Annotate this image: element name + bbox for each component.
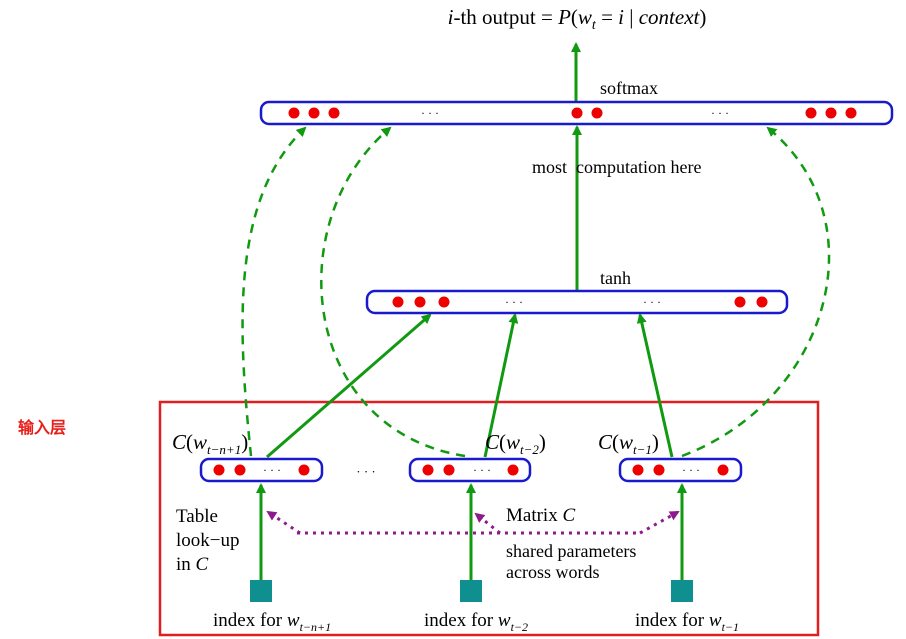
dashed-arc-left-inner xyxy=(320,126,466,458)
tanh-unit xyxy=(392,296,404,308)
index-square-1 xyxy=(250,580,272,602)
embedding-unit xyxy=(234,464,246,476)
softmax-unit xyxy=(308,107,320,119)
tanh-ellipsis-left: · · · xyxy=(505,295,523,309)
dashed-arc-left-outer xyxy=(241,126,307,457)
softmax-unit xyxy=(571,107,583,119)
embedding-unit xyxy=(298,464,310,476)
embedding-box-2 xyxy=(408,457,532,483)
embedding-1-ellipsis: · · · xyxy=(263,463,281,477)
tanh-layer-box xyxy=(365,289,789,315)
shared-params-arrow-middle xyxy=(474,512,501,535)
embedding-unit xyxy=(507,464,519,476)
arrow-emb1-to-hidden xyxy=(266,313,432,459)
embedding-3-ellipsis: · · · xyxy=(682,463,700,477)
softmax-unit xyxy=(288,107,300,119)
index-label-1: index for wt−n+1 xyxy=(213,610,331,634)
index-square-2 xyxy=(460,580,482,602)
index-label-3: index for wt−1 xyxy=(635,610,739,634)
tanh-unit xyxy=(734,296,746,308)
most-computation-label-bg xyxy=(530,156,735,178)
embedding-box-1 xyxy=(199,457,324,483)
matrix-c-label: Matrix C xyxy=(506,505,575,526)
softmax-unit xyxy=(845,107,857,119)
softmax-unit xyxy=(328,107,340,119)
tanh-unit xyxy=(756,296,768,308)
embedding-unit xyxy=(213,464,225,476)
embedding-unit xyxy=(422,464,434,476)
index-square-3 xyxy=(671,580,693,602)
embedding-box-3 xyxy=(618,457,743,483)
embedding-unit xyxy=(632,464,644,476)
softmax-ellipsis-right: · · · xyxy=(711,106,729,120)
tanh-unit xyxy=(438,296,450,308)
embedding-label-1: C(wt−n+1) xyxy=(172,430,248,457)
arrow-emb2-to-hidden xyxy=(483,313,519,458)
shared-params-label: shared parameters across words xyxy=(506,541,641,582)
most-computation-label: most computation here xyxy=(532,157,701,177)
tanh-ellipsis-right: · · · xyxy=(643,295,661,309)
softmax-unit xyxy=(591,107,603,119)
shared-params-arrow-right xyxy=(639,510,680,535)
tanh-units xyxy=(392,296,768,308)
softmax-ellipsis-left: · · · xyxy=(421,106,439,120)
tanh-unit xyxy=(414,296,426,308)
softmax-units xyxy=(288,107,857,119)
input-section-label: 输入层 xyxy=(18,418,67,437)
shared-params-arrow-left xyxy=(266,510,301,535)
embedding-label-3: C(wt−1) xyxy=(598,430,659,457)
embedding-unit xyxy=(717,464,729,476)
table-lookup-label: Table look−up in C xyxy=(176,506,244,575)
softmax-label: softmax xyxy=(600,78,658,98)
index-label-2: index for wt−2 xyxy=(424,610,528,634)
embedding-unit xyxy=(443,464,455,476)
softmax-unit xyxy=(805,107,817,119)
arrow-emb3-to-hidden xyxy=(636,313,674,458)
between-embeddings-ellipsis: · · · xyxy=(356,464,376,479)
output-label: i-th output = P(wt = i | context) xyxy=(448,5,707,33)
embedding-unit xyxy=(653,464,665,476)
dashed-arc-right xyxy=(681,126,831,458)
tanh-label: tanh xyxy=(600,268,631,288)
embedding-2-ellipsis: · · · xyxy=(473,463,491,477)
input-section-frame xyxy=(158,400,820,637)
embedding-label-2: C(wt−2) xyxy=(485,430,546,457)
softmax-unit xyxy=(825,107,837,119)
